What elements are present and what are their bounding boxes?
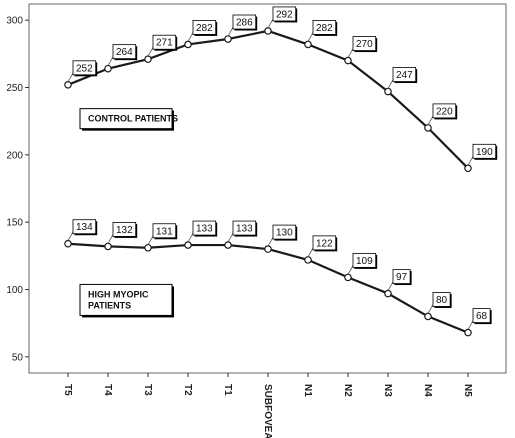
data-label: 270 [356, 39, 373, 50]
data-label-box [232, 220, 257, 236]
data-point [424, 312, 432, 321]
data-labels: 252 264 271 282 286 292 282 270 247 220 190 134 132 1… [67, 6, 498, 330]
data-label: 80 [436, 295, 448, 306]
data-label-box [472, 143, 497, 159]
data-label-box [112, 222, 137, 237]
data-label: 247 [396, 70, 413, 81]
data-label: 282 [196, 23, 213, 34]
data-label: 292 [276, 9, 293, 20]
data-label-box [232, 14, 257, 30]
data-label-box [112, 44, 137, 60]
data-label-box [272, 6, 297, 22]
data-point [384, 289, 392, 298]
data-label-box [392, 67, 417, 82]
data-point [464, 328, 472, 337]
data-label-box [352, 36, 377, 51]
data-point [104, 64, 112, 73]
annotation-box [79, 108, 173, 130]
data-label: 122 [316, 238, 333, 249]
y-tick-label: 300 [6, 16, 23, 27]
data-point [264, 27, 272, 35]
data-point [184, 241, 192, 249]
y-tick-label: 50 [12, 352, 24, 363]
data-label: 133 [236, 224, 253, 235]
data-point [344, 56, 352, 65]
data-point [64, 239, 72, 248]
data-label: 109 [356, 256, 373, 267]
data-label: 252 [76, 63, 93, 74]
data-label-box [472, 308, 491, 323]
x-tick-label: N3 [382, 384, 393, 397]
data-point [184, 40, 192, 49]
data-point [384, 87, 392, 96]
data-label-box [192, 220, 217, 236]
data-point [64, 81, 72, 89]
x-tick-label: T1 [222, 384, 233, 396]
x-tick-label: T4 [102, 384, 113, 396]
data-label-box [312, 235, 337, 251]
x-tick-label: N5 [462, 384, 473, 397]
data-point [464, 164, 472, 173]
data-label-box [432, 292, 451, 307]
data-label: 130 [276, 228, 293, 239]
x-tick-label: T3 [142, 384, 153, 396]
data-label: 190 [476, 147, 493, 158]
y-tick-label: 200 [6, 150, 23, 161]
data-point [224, 35, 232, 43]
data-point [224, 241, 232, 249]
data-label: 134 [76, 222, 93, 233]
data-label: 133 [196, 224, 213, 235]
x-tick-label: N2 [342, 384, 353, 397]
x-tick-label: T5 [62, 384, 73, 396]
data-label-box [312, 20, 337, 35]
annotation-text: PATIENTS [88, 300, 131, 310]
x-tick-label: T2 [182, 384, 193, 396]
data-label: 220 [436, 106, 453, 117]
data-point [144, 243, 152, 252]
y-tick-label: 250 [6, 83, 23, 94]
data-label-box [72, 219, 97, 235]
data-label-box [72, 60, 97, 76]
data-label: 282 [316, 23, 333, 34]
data-label: 131 [156, 226, 173, 237]
y-axis: 50 100 150 200 250 300 [6, 16, 29, 363]
data-label: 264 [116, 47, 133, 58]
data-label-box [432, 103, 457, 119]
data-point [264, 245, 272, 253]
data-label-box [272, 224, 297, 240]
x-axis: T5 T4 T3 T2 T1 SUBFOVEAL N1 N2 N3 N4 N5 [62, 373, 473, 438]
data-label-box [392, 269, 411, 284]
data-point [304, 256, 312, 264]
annotation-text: HIGH MYOPIC [88, 289, 149, 299]
data-label: 68 [476, 311, 488, 322]
y-tick-label: 150 [6, 218, 23, 229]
annotation-text: CONTROL PATIENTS [88, 114, 178, 124]
x-tick-label: N1 [302, 384, 313, 397]
annotation-box [79, 283, 173, 316]
data-point [424, 124, 432, 132]
data-point [344, 273, 352, 282]
data-label-box [192, 20, 217, 35]
data-label-box [352, 252, 377, 268]
data-point [144, 55, 152, 64]
data-label: 271 [156, 38, 173, 49]
data-label-box [152, 223, 177, 239]
data-point [304, 40, 312, 49]
data-label: 132 [116, 225, 133, 236]
data-label: 97 [396, 272, 408, 283]
data-point [104, 242, 112, 251]
data-label: 286 [236, 18, 253, 29]
y-tick-label: 100 [6, 285, 23, 296]
x-tick-label: SUBFOVEAL [262, 384, 273, 438]
x-tick-label: N4 [422, 384, 433, 397]
data-label-box [152, 34, 177, 50]
